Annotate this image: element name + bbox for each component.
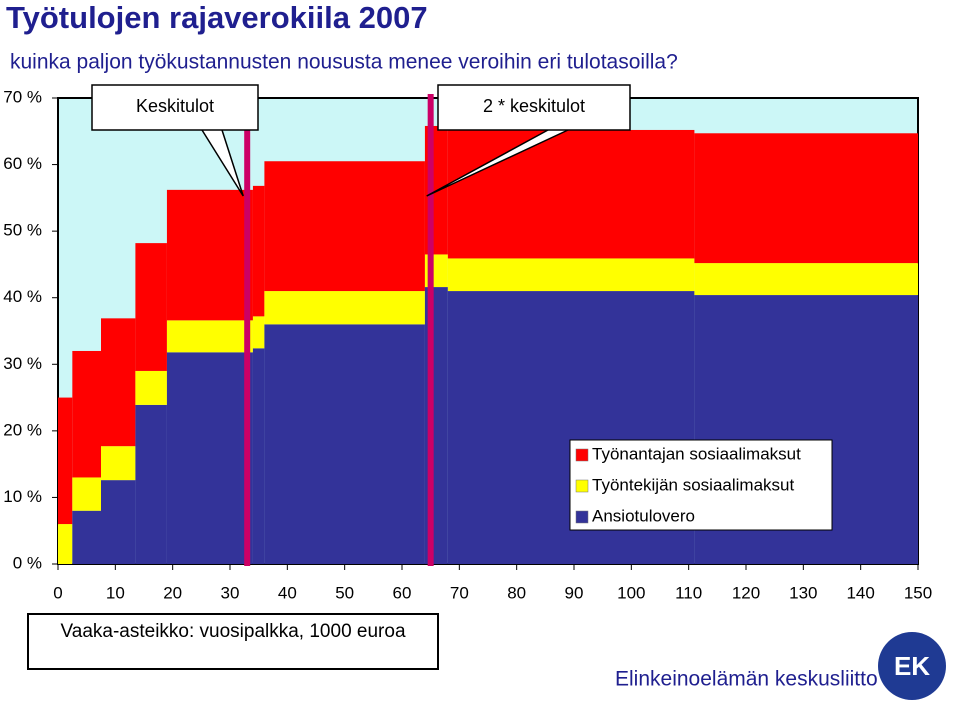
segment	[101, 480, 136, 564]
legend-label: Työnantajan sosiaalimaksut	[592, 444, 801, 463]
legend-swatch	[575, 479, 589, 493]
segment	[166, 189, 253, 321]
x-tick-label: 150	[904, 583, 932, 602]
segment	[447, 258, 695, 292]
x-tick-label: 50	[335, 583, 354, 602]
segment	[101, 318, 136, 447]
callout-pointer	[426, 129, 569, 197]
segment	[264, 324, 425, 564]
x-axis-label: Vaaka-asteikko: vuosipalkka, 1000 euroa	[60, 621, 405, 642]
logo: EK	[894, 651, 930, 681]
x-tick-label: 130	[789, 583, 817, 602]
callout-box	[91, 84, 259, 131]
x-tick-label: 140	[846, 583, 874, 602]
y-tick-label: 70 %	[3, 87, 42, 106]
x-tick-label: 120	[732, 583, 760, 602]
y-tick-label: 40 %	[3, 287, 42, 306]
segment	[58, 524, 73, 564]
segment	[72, 510, 101, 564]
x-tick-label: 30	[221, 583, 240, 602]
callout-box	[437, 84, 631, 131]
legend-swatch	[575, 510, 589, 524]
y-tick-label: 50 %	[3, 221, 42, 240]
segment	[694, 263, 918, 296]
x-tick-label: 110	[675, 583, 702, 602]
segment	[72, 477, 101, 511]
y-tick-label: 30 %	[3, 354, 42, 373]
logo-circle	[878, 632, 946, 700]
legend-label: Työntekijän sosiaalimaksut	[592, 475, 794, 494]
legend-swatch	[575, 448, 589, 462]
segment	[101, 446, 136, 481]
chart-title: Työtulojen rajaverokiila 2007	[6, 0, 428, 35]
legend-box	[569, 439, 833, 531]
y-tick-label: 60 %	[3, 154, 42, 173]
segment	[264, 161, 425, 292]
x-tick-label: 20	[163, 583, 182, 602]
x-tick-label: 0	[53, 583, 62, 602]
y-tick-label: 0 %	[13, 553, 42, 572]
chart-subtitle: kuinka paljon työkustannusten noususta m…	[10, 51, 678, 74]
x-tick-label: 90	[565, 583, 584, 602]
segment	[447, 129, 695, 259]
x-tick-label: 40	[278, 583, 297, 602]
x-tick-label: 80	[507, 583, 526, 602]
segment	[264, 291, 425, 325]
legend-label: Ansiotulovero	[592, 506, 695, 525]
y-tick-label: 10 %	[3, 487, 42, 506]
footer: Elinkeinoelämän keskusliitto	[615, 668, 878, 691]
x-tick-label: 60	[393, 583, 412, 602]
segment	[72, 350, 101, 478]
segment	[135, 404, 167, 564]
segment	[135, 243, 167, 371]
callout-label: 2 * keskitulot	[483, 96, 585, 116]
callout-label: Keskitulot	[136, 96, 214, 116]
segment	[694, 133, 918, 264]
segment	[252, 316, 265, 349]
segment	[166, 320, 253, 353]
callout-pointer	[201, 129, 244, 197]
segment	[135, 370, 167, 405]
y-tick-label: 20 %	[3, 420, 42, 439]
x-tick-label: 100	[617, 583, 645, 602]
segment	[166, 352, 253, 564]
segment	[58, 397, 73, 525]
segment	[252, 348, 265, 564]
x-tick-label: 10	[106, 583, 125, 602]
x-tick-label: 70	[450, 583, 469, 602]
xlabel-box	[27, 613, 439, 670]
segment	[252, 185, 265, 317]
